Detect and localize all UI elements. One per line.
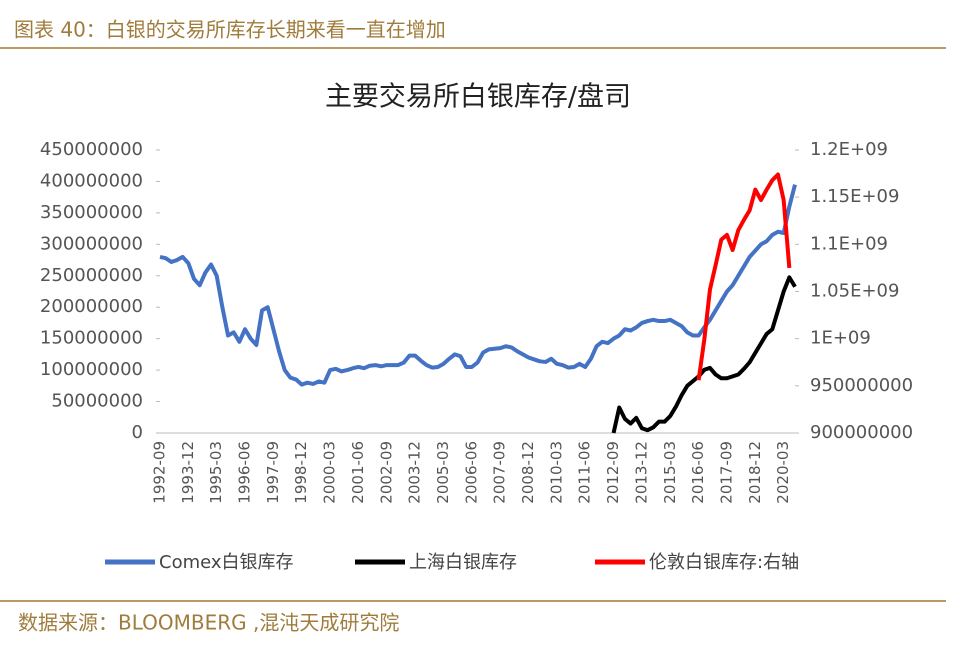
y-tick-label: 250000000 <box>40 265 143 286</box>
y-tick-label: 0 <box>132 422 143 443</box>
y2-tick-label: 1.2E+09 <box>810 139 888 160</box>
y2-tick-label: 950000000 <box>810 375 913 396</box>
y2-tick-label: 1E+09 <box>810 328 871 349</box>
x-tick-label: 1992-09 <box>151 441 169 504</box>
y-tick-label: 50000000 <box>51 391 143 412</box>
x-tick-label: 2007-09 <box>491 441 509 504</box>
source-note: 数据来源：BLOOMBERG ,混沌天成研究院 <box>18 611 399 635</box>
y-tick-label: 300000000 <box>40 233 143 254</box>
y2-tick-label: 900000000 <box>810 422 913 443</box>
x-tick-label: 2010-03 <box>547 441 565 504</box>
legend-label: Comex白银库存 <box>159 552 294 573</box>
x-tick-label: 2015-03 <box>661 441 679 504</box>
series-line <box>159 184 797 387</box>
x-tick-label: 1993-12 <box>179 441 197 504</box>
y-tick-label: 100000000 <box>40 359 143 380</box>
x-tick-label: 2011-06 <box>576 441 594 504</box>
x-tick-label: 1998-12 <box>292 441 310 504</box>
x-tick-label: 2018-12 <box>746 441 764 504</box>
x-tick-label: 2017-09 <box>717 441 735 504</box>
y-tick-label: 150000000 <box>40 328 143 349</box>
x-tick-label: 1996-06 <box>236 441 254 504</box>
chart-title: 主要交易所白银库存/盘司 <box>325 82 631 113</box>
legend-label: 伦敦白银库存:右轴 <box>649 552 799 573</box>
y2-tick-label: 1.15E+09 <box>810 186 899 207</box>
y-tick-label: 450000000 <box>40 139 143 160</box>
legend-label: 上海白银库存 <box>409 552 517 573</box>
y-tick-label: 350000000 <box>40 202 143 223</box>
y2-tick-label: 1.1E+09 <box>810 233 888 254</box>
x-tick-label: 2020-03 <box>774 441 792 504</box>
x-tick-label: 1997-09 <box>264 441 282 504</box>
x-tick-label: 2003-12 <box>406 441 424 504</box>
page-title: 图表 40：白银的交易所库存长期来看一直在增加 <box>14 18 446 42</box>
x-tick-label: 2008-12 <box>519 441 537 504</box>
x-tick-label: 2001-06 <box>349 441 367 504</box>
x-tick-label: 2002-09 <box>377 441 395 504</box>
x-tick-label: 2012-09 <box>604 441 622 504</box>
series-line <box>611 275 797 434</box>
y-tick-label: 200000000 <box>40 296 143 317</box>
x-tick-label: 1995-03 <box>207 441 225 504</box>
x-tick-label: 2005-03 <box>434 441 452 504</box>
y-tick-label: 400000000 <box>40 170 143 191</box>
y2-tick-label: 1.05E+09 <box>810 281 899 302</box>
x-tick-label: 2006-06 <box>462 441 480 504</box>
x-tick-label: 2016-06 <box>689 441 707 504</box>
series-line <box>696 172 792 381</box>
x-tick-label: 2013-12 <box>632 441 650 504</box>
x-tick-label: 2000-03 <box>321 441 339 504</box>
